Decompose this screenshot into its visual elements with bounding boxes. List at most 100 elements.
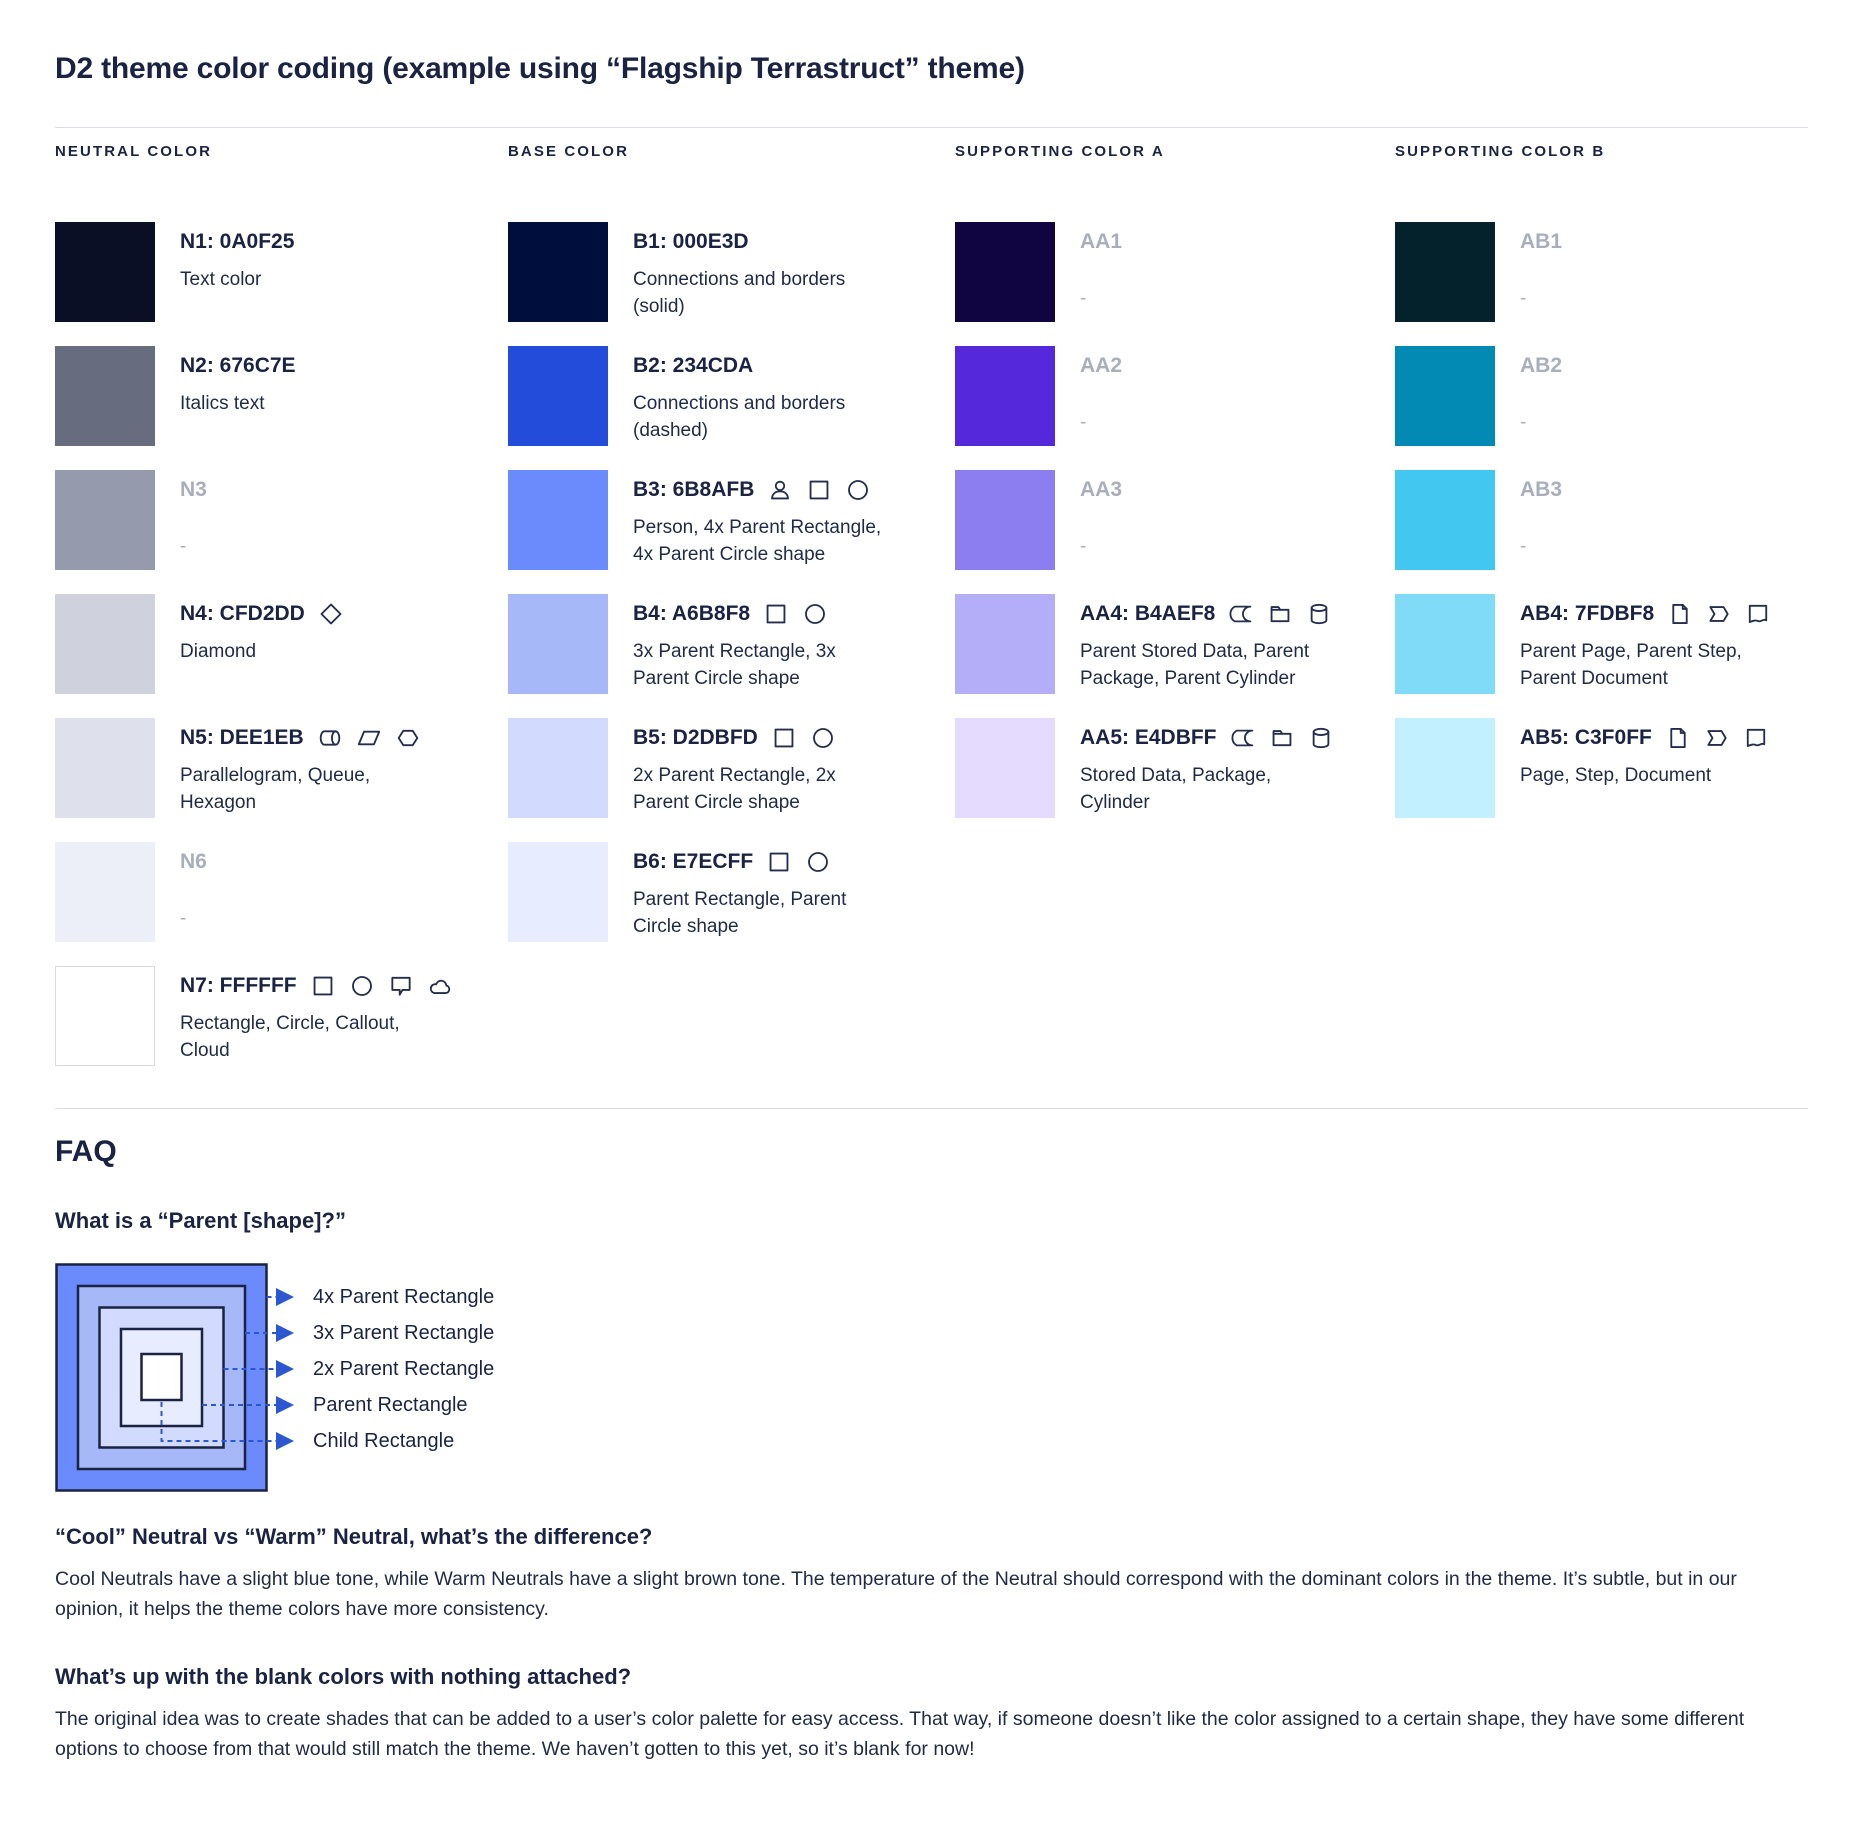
color-swatch	[1395, 222, 1495, 322]
hexagon-icon	[395, 725, 421, 751]
color-row: N2: 676C7E Italics text	[55, 346, 440, 470]
page-icon	[1667, 601, 1693, 627]
color-swatch	[508, 346, 608, 446]
column-supporting-color-a: SUPPORTING COLOR A AA1 - AA2 - AA3 - AA4: B4AE…	[955, 143, 1400, 818]
color-code-label: N2: 676C7E	[180, 354, 296, 377]
color-usage-description: -	[1080, 288, 1087, 309]
color-row: B1: 000E3D Connections and borders (solid…	[508, 222, 893, 346]
color-usage-description: -	[180, 908, 187, 929]
color-code-label: AB5: C3F0FF	[1520, 726, 1652, 749]
color-swatch	[1395, 594, 1495, 694]
color-swatch	[55, 594, 155, 694]
dashed-connectors	[160, 1288, 294, 1450]
color-swatch	[955, 594, 1055, 694]
diamond-icon	[318, 601, 344, 627]
color-usage-description: -	[1080, 536, 1087, 557]
color-code-label: B1: 000E3D	[633, 230, 749, 253]
rectangle-icon	[771, 725, 797, 751]
color-row: AB1 -	[1395, 222, 1780, 346]
color-code-label: AA1	[1080, 230, 1123, 253]
column-neutral-color: NEUTRAL COLOR N1: 0A0F25 Text color N2: 67…	[55, 143, 500, 1066]
color-usage-description: -	[1520, 288, 1527, 309]
color-usage-description: Connections and borders (dashed)	[633, 393, 846, 441]
color-swatch	[508, 594, 608, 694]
color-code-label: AB4: 7FDBF8	[1520, 602, 1655, 625]
rectangle-icon	[763, 601, 789, 627]
color-row: AB4: 7FDBF8 Parent Page, Parent Step, Par…	[1395, 594, 1780, 718]
color-usage-description: Person, 4x Parent Rectangle, 4x Parent C…	[633, 517, 882, 565]
color-swatch	[955, 718, 1055, 818]
color-row: AB3 -	[1395, 470, 1780, 594]
color-code-label: N1: 0A0F25	[180, 230, 295, 253]
diagram-label-parent: Parent Rectangle	[313, 1394, 468, 1416]
color-row: AA2 -	[955, 346, 1340, 470]
color-usage-description: Rectangle, Circle, Callout, Cloud	[180, 1013, 400, 1061]
color-swatch	[55, 842, 155, 942]
color-swatch	[508, 842, 608, 942]
color-row: AB5: C3F0FF Page, Step, Document	[1395, 718, 1780, 842]
color-swatch	[508, 470, 608, 570]
page-icon	[1665, 725, 1691, 751]
page-title: D2 theme color coding (example using “Fl…	[55, 52, 1025, 85]
color-usage-description: Parent Rectangle, Parent Circle shape	[633, 889, 847, 937]
color-swatch	[55, 222, 155, 322]
color-row: B3: 6B8AFB Person, 4x Parent Rectangle, 4…	[508, 470, 893, 594]
rectangle-icon	[766, 849, 792, 875]
faq-question-cool-vs-warm: “Cool” Neutral vs “Warm” Neutral, what’s…	[55, 1524, 653, 1549]
faq-question-blank-colors: What’s up with the blank colors with not…	[55, 1664, 632, 1689]
color-row: N3 -	[55, 470, 440, 594]
person-icon	[767, 477, 793, 503]
color-code-label: N3	[180, 478, 207, 501]
diagram-label-3x-parent: 3x Parent Rectangle	[313, 1322, 495, 1344]
color-row: B4: A6B8F8 3x Parent Rectangle, 3x Parent…	[508, 594, 893, 718]
color-code-label: B4: A6B8F8	[633, 602, 751, 625]
color-usage-description: Connections and borders (solid)	[633, 269, 846, 317]
color-code-label: B2: 234CDA	[633, 354, 754, 377]
color-swatch	[1395, 346, 1495, 446]
faq-answer-blank-colors: The original idea was to create shades t…	[55, 1708, 1745, 1760]
circle-icon	[349, 973, 375, 999]
color-row: B5: D2DBFD 2x Parent Rectangle, 2x Parent…	[508, 718, 893, 842]
color-row: AA1 -	[955, 222, 1340, 346]
circle-icon	[802, 601, 828, 627]
color-usage-description: -	[1520, 536, 1527, 557]
color-row: B6: E7ECFF Parent Rectangle, Parent Circl…	[508, 842, 893, 966]
stored-data-icon	[1230, 725, 1256, 751]
step-icon	[1704, 725, 1730, 751]
color-swatch	[508, 222, 608, 322]
column-supporting-color-b: SUPPORTING COLOR B AB1 - AB2 - AB3 - AB4: 7FDB…	[1395, 143, 1864, 818]
color-code-label: N5: DEE1EB	[180, 726, 304, 749]
color-row: N1: 0A0F25 Text color	[55, 222, 440, 346]
color-swatch	[55, 718, 155, 818]
rectangle-icon	[310, 973, 336, 999]
color-usage-description: Diamond	[180, 641, 257, 662]
color-usage-description: Page, Step, Document	[1520, 765, 1712, 786]
cylinder-icon	[1306, 601, 1332, 627]
color-row: N7: FFFFFF Rectangle, Circle, Callout, Cl…	[55, 966, 450, 1090]
color-row: AA3 -	[955, 470, 1340, 594]
color-code-label: AA3	[1080, 478, 1123, 501]
cloud-icon	[427, 973, 453, 999]
document-icon	[1745, 601, 1771, 627]
diagram-label-child: Child Rectangle	[313, 1430, 455, 1452]
column-header: SUPPORTING COLOR A	[955, 143, 1165, 160]
color-code-label: N6	[180, 850, 207, 873]
column-header: SUPPORTING COLOR B	[1395, 143, 1606, 160]
callout-icon	[388, 973, 414, 999]
color-code-label: B6: E7ECFF	[633, 850, 754, 873]
color-swatch	[955, 222, 1055, 322]
stored-data-icon	[1228, 601, 1254, 627]
column-base-color: BASE COLOR B1: 000E3D Connections and bor…	[508, 143, 953, 942]
diagram-label-2x-parent: 2x Parent Rectangle	[313, 1358, 495, 1380]
color-code-label: AA2	[1080, 354, 1123, 377]
rect-child	[140, 1352, 183, 1402]
color-usage-description: -	[1520, 412, 1527, 433]
color-swatch	[55, 346, 155, 446]
document-icon	[1743, 725, 1769, 751]
diagram-label-4x-parent: 4x Parent Rectangle	[313, 1286, 495, 1308]
circle-icon	[845, 477, 871, 503]
color-row: B2: 234CDA Connections and borders (dashe…	[508, 346, 893, 470]
color-usage-description: Parent Page, Parent Step, Parent Documen…	[1520, 641, 1742, 689]
color-swatch	[955, 346, 1055, 446]
color-code-label: AB3	[1520, 478, 1563, 501]
